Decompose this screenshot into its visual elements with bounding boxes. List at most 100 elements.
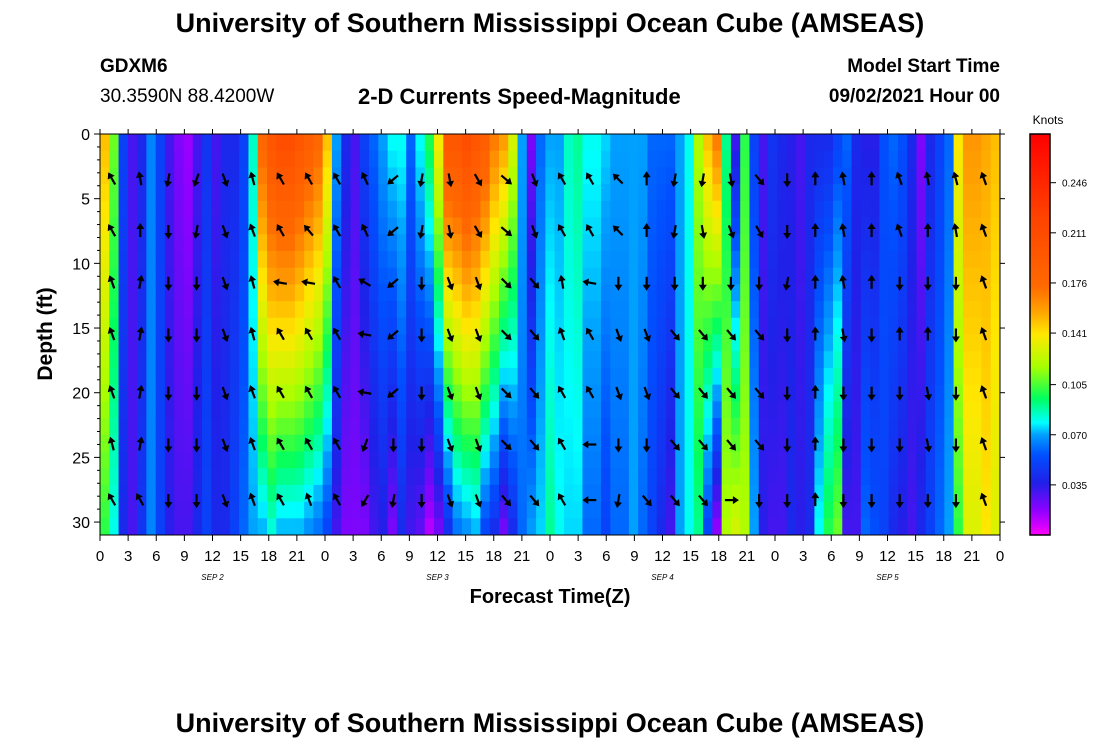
speed-cell [675,184,686,202]
speed-cell [554,200,565,219]
speed-cell [498,451,509,469]
speed-cell [601,167,611,185]
speed-cell [907,418,918,436]
x-tick-label: 15 [232,548,249,565]
speed-cell [916,134,927,152]
speed-cell [406,351,417,369]
speed-cell [517,367,528,386]
speed-cell [378,518,389,535]
speed-cell [730,434,741,453]
speed-cell [100,167,110,185]
speed-cell [211,200,222,219]
speed-cell [443,501,454,519]
speed-cell [452,250,463,269]
speed-cell [990,451,1000,469]
speed-cell [239,334,250,352]
speed-cell [406,250,417,269]
speed-cell [554,518,565,535]
speed-cell [498,184,509,202]
speed-cell [304,234,314,252]
speed-cell [703,334,713,352]
speed-cell [795,167,806,185]
speed-cell [461,418,472,436]
speed-cell [795,184,806,202]
speed-cell [369,217,379,235]
speed-cell [387,200,398,219]
speed-cell [369,334,379,352]
speed-cell [526,200,537,219]
speed-cell [498,234,509,252]
speed-cell [100,250,110,269]
current-arrow [895,494,904,509]
speed-cell [953,501,964,519]
speed-cell [100,384,110,402]
speed-cell [851,351,862,369]
speed-cell [693,317,704,336]
speed-cell [369,401,379,419]
current-arrow [474,494,483,508]
speed-cell [164,234,175,252]
speed-cell [573,351,584,369]
speed-cell [406,501,417,519]
speed-cell [786,384,797,402]
speed-cell [888,367,899,386]
speed-cell [183,167,194,185]
speed-cell [498,134,509,152]
speed-cell [137,150,147,169]
speed-cell [823,367,834,386]
speed-cell [860,334,871,352]
speed-cell [164,250,175,269]
speed-cell [786,200,797,219]
current-arrow [304,385,314,399]
speed-cell [823,501,834,519]
speed-cell [378,284,389,302]
speed-cell [814,200,825,219]
speed-cell [749,267,760,285]
current-arrow [951,328,960,343]
speed-cell [582,484,593,503]
speed-cell [665,267,676,285]
speed-cell [712,284,723,302]
colorbar-tick-label: 0.246 [1062,179,1087,190]
speed-cell [730,468,741,486]
speed-cell [870,234,880,252]
speed-cell [870,451,880,469]
speed-cell [322,351,333,369]
speed-cell [489,184,500,202]
speed-cell [851,301,862,319]
speed-cell [897,384,908,402]
speed-cell [452,150,463,169]
speed-cell [814,284,825,302]
speed-cell [925,367,936,386]
speed-cell [907,401,918,419]
speed-cell [981,250,992,269]
speed-cell [471,434,482,453]
speed-cell [740,234,751,252]
speed-cell [276,184,287,202]
speed-cell [545,301,556,319]
speed-cell [239,284,250,302]
speed-cell [842,167,853,185]
speed-cell [508,418,519,436]
speed-cell [480,334,491,352]
speed-cell [563,501,574,519]
speed-cell [888,150,899,169]
speed-cell [137,284,147,302]
speed-cell [192,434,203,453]
speed-cell [805,267,816,285]
speed-cell [582,150,593,169]
speed-cell [656,418,667,436]
speed-cell [415,451,426,469]
speed-cell [359,301,370,319]
speed-cell [294,250,305,269]
speed-cell [424,518,435,535]
speed-cell [452,384,463,402]
speed-cell [415,150,426,169]
speed-cell [471,234,482,252]
speed-cell [369,284,379,302]
speed-cell [777,351,788,369]
speed-cell [601,317,611,336]
speed-cell [498,250,509,269]
speed-cell [897,501,908,519]
speed-cell [257,134,268,152]
